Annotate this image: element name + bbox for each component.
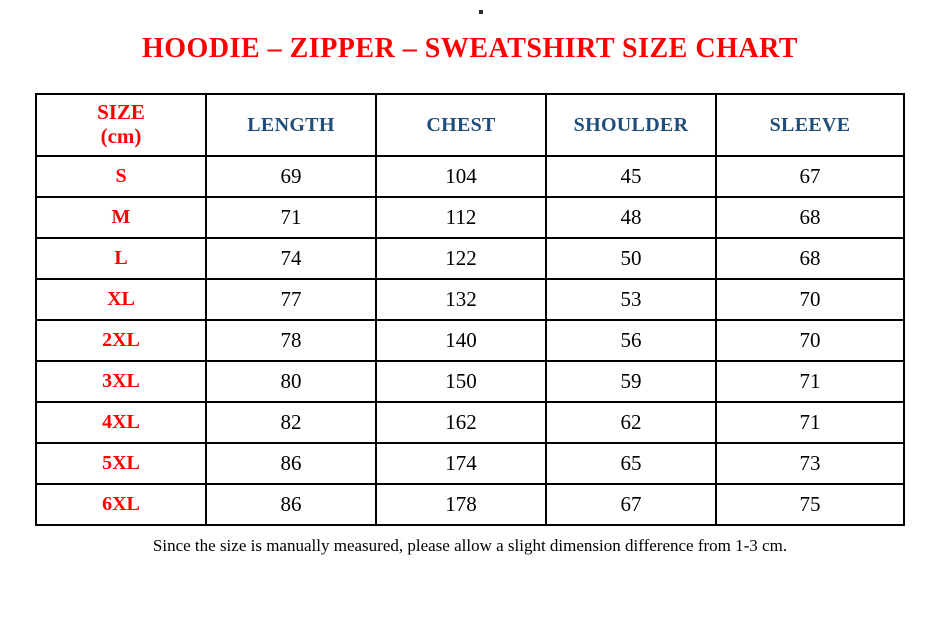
- size-cell: M: [35, 196, 207, 239]
- chest-cell: 132: [375, 278, 547, 321]
- table-row: XL 77 132 53 70: [35, 278, 905, 321]
- chest-cell: 178: [375, 483, 547, 526]
- sleeve-cell: 70: [715, 319, 905, 362]
- table-row: M 71 112 48 68: [35, 196, 905, 239]
- shoulder-cell: 45: [545, 155, 717, 198]
- size-cell: XL: [35, 278, 207, 321]
- sleeve-cell: 71: [715, 401, 905, 444]
- stray-dot: [479, 10, 483, 14]
- shoulder-cell: 48: [545, 196, 717, 239]
- size-cell: 4XL: [35, 401, 207, 444]
- table-row: 2XL 78 140 56 70: [35, 319, 905, 362]
- table-row: L 74 122 50 68: [35, 237, 905, 280]
- shoulder-cell: 65: [545, 442, 717, 485]
- chest-cell: 150: [375, 360, 547, 403]
- table-row: 6XL 86 178 67 75: [35, 483, 905, 526]
- chest-cell: 140: [375, 319, 547, 362]
- size-header-line1: SIZE: [97, 100, 145, 125]
- size-cell: L: [35, 237, 207, 280]
- size-cell: 5XL: [35, 442, 207, 485]
- table-row: 3XL 80 150 59 71: [35, 360, 905, 403]
- size-cell: 6XL: [35, 483, 207, 526]
- chest-cell: 112: [375, 196, 547, 239]
- shoulder-cell: 53: [545, 278, 717, 321]
- table-header-row: SIZE (cm) LENGTH CHEST SHOULDER SLEEVE: [35, 93, 905, 157]
- length-cell: 74: [205, 237, 377, 280]
- shoulder-cell: 67: [545, 483, 717, 526]
- sleeve-cell: 67: [715, 155, 905, 198]
- column-header-sleeve: SLEEVE: [715, 93, 905, 157]
- sleeve-cell: 71: [715, 360, 905, 403]
- size-cell: 2XL: [35, 319, 207, 362]
- shoulder-cell: 56: [545, 319, 717, 362]
- length-cell: 82: [205, 401, 377, 444]
- column-header-chest: CHEST: [375, 93, 547, 157]
- chest-cell: 162: [375, 401, 547, 444]
- column-header-length: LENGTH: [205, 93, 377, 157]
- size-chart-table: SIZE (cm) LENGTH CHEST SHOULDER SLEEVE S…: [35, 93, 905, 526]
- size-header-line2: (cm): [100, 124, 142, 148]
- length-cell: 78: [205, 319, 377, 362]
- sleeve-cell: 75: [715, 483, 905, 526]
- length-cell: 69: [205, 155, 377, 198]
- size-cell: 3XL: [35, 360, 207, 403]
- shoulder-cell: 50: [545, 237, 717, 280]
- sleeve-cell: 70: [715, 278, 905, 321]
- size-cell: S: [35, 155, 207, 198]
- table-row: 5XL 86 174 65 73: [35, 442, 905, 485]
- shoulder-cell: 62: [545, 401, 717, 444]
- length-cell: 86: [205, 442, 377, 485]
- table-row: S 69 104 45 67: [35, 155, 905, 198]
- page-title: HOODIE – ZIPPER – SWEATSHIRT SIZE CHART: [142, 33, 798, 64]
- length-cell: 80: [205, 360, 377, 403]
- chest-cell: 104: [375, 155, 547, 198]
- column-header-shoulder: SHOULDER: [545, 93, 717, 157]
- measurement-disclaimer: Since the size is manually measured, ple…: [152, 536, 788, 555]
- chest-cell: 122: [375, 237, 547, 280]
- column-header-size: SIZE (cm): [35, 93, 207, 157]
- table-row: 4XL 82 162 62 71: [35, 401, 905, 444]
- sleeve-cell: 73: [715, 442, 905, 485]
- chest-cell: 174: [375, 442, 547, 485]
- length-cell: 86: [205, 483, 377, 526]
- length-cell: 71: [205, 196, 377, 239]
- sleeve-cell: 68: [715, 196, 905, 239]
- length-cell: 77: [205, 278, 377, 321]
- sleeve-cell: 68: [715, 237, 905, 280]
- shoulder-cell: 59: [545, 360, 717, 403]
